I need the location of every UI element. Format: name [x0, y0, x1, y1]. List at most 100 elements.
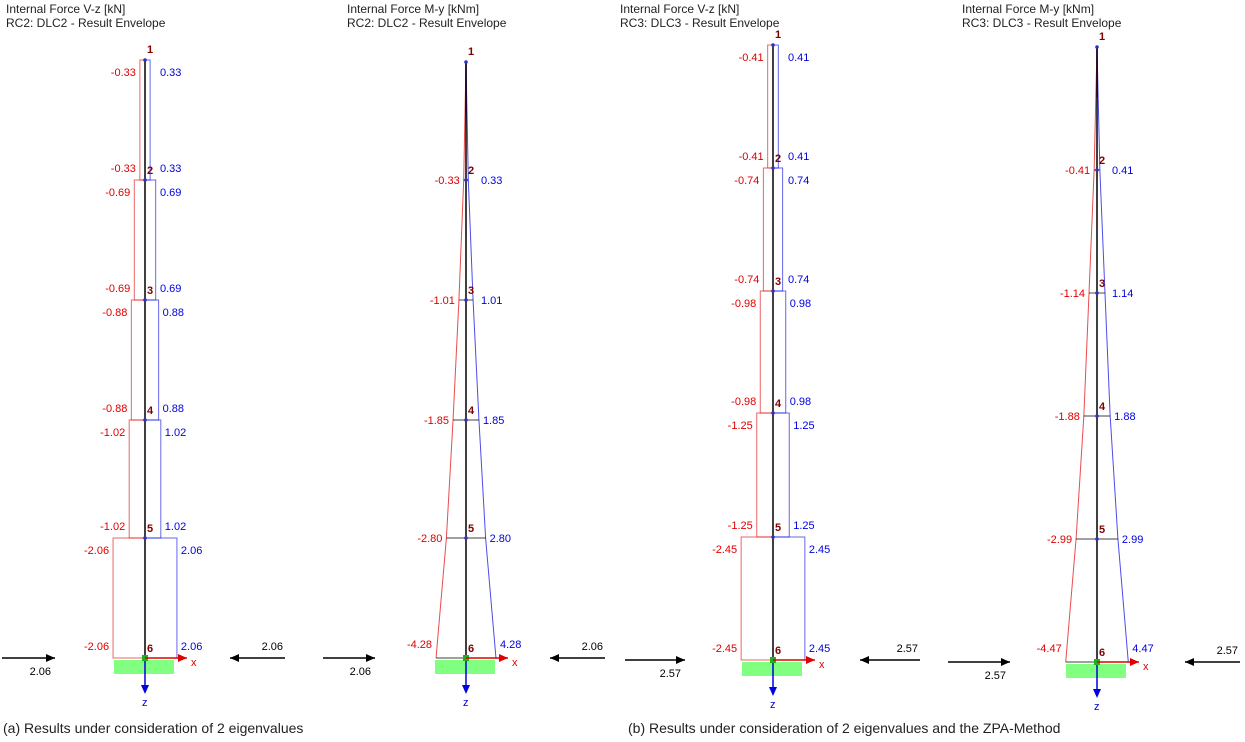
negative-envelope [756, 412, 773, 538]
z-axis-label: z [463, 697, 469, 709]
node-point [143, 298, 147, 302]
node-point [1095, 414, 1099, 418]
node-point [143, 58, 147, 62]
negative-envelope [767, 44, 773, 169]
reaction-arrow-right [550, 654, 605, 662]
value-label-negative: -0.41 [739, 52, 764, 64]
positive-envelope [773, 44, 779, 169]
value-label-positive: 0.33 [160, 67, 181, 79]
node-point [464, 418, 468, 422]
x-axis-label: x [1143, 661, 1149, 673]
negative-envelope [128, 419, 145, 539]
value-label-positive: 2.06 [181, 641, 202, 653]
positive-envelope [773, 412, 790, 538]
value-label-positive: 4.47 [1132, 643, 1153, 655]
node-point [771, 166, 775, 170]
value-label-positive: 0.98 [790, 396, 811, 408]
arrow-head [1185, 658, 1194, 666]
node-label: 4 [775, 398, 782, 410]
negative-envelope [1065, 46, 1098, 663]
node-label: 1 [147, 44, 153, 56]
value-label-positive: 0.41 [1112, 165, 1133, 177]
reaction-value-left: 2.57 [985, 670, 1006, 682]
positive-envelope [773, 167, 784, 292]
node-point [771, 43, 775, 47]
reaction-value-left: 2.57 [660, 668, 681, 680]
node-point [464, 178, 468, 182]
value-label-positive: 0.33 [481, 175, 502, 187]
arrow-head [230, 654, 239, 662]
value-label-negative: -0.69 [105, 187, 130, 199]
value-label-negative: -0.74 [734, 175, 759, 187]
z-axis-label: z [770, 699, 776, 711]
x-axis-label: x [512, 657, 518, 669]
value-label-negative: -2.99 [1047, 534, 1072, 546]
node-point [1095, 45, 1099, 49]
node-point [143, 178, 147, 182]
value-label-positive: 0.33 [160, 163, 181, 175]
value-label-negative: -1.02 [100, 427, 125, 439]
subtitle-line: RC3: DLC3 - Result Envelope [962, 16, 1122, 30]
node-label: 2 [147, 165, 153, 177]
z-axis-label: z [142, 697, 148, 709]
value-label-negative: -1.85 [424, 415, 449, 427]
x-axis-arrow [1097, 658, 1139, 666]
caption-a: (a) Results under consideration of 2 eig… [3, 720, 304, 736]
reaction-value-right: 2.06 [582, 641, 603, 653]
reaction-value-left: 2.06 [350, 666, 371, 678]
reaction-arrow-left [2, 654, 55, 662]
title-line: Internal Force V-z [kN] [620, 2, 740, 16]
value-label-positive: 1.02 [165, 427, 186, 439]
value-label-negative: -2.06 [84, 545, 109, 557]
support [114, 660, 174, 674]
value-label-positive: 1.25 [793, 420, 814, 432]
reaction-value-right: 2.06 [262, 641, 283, 653]
panel-1 [112, 58, 178, 694]
support [435, 660, 495, 674]
subtitle-line: RC2: DLC2 - Result Envelope [6, 16, 166, 30]
value-label-negative: -1.88 [1055, 411, 1080, 423]
z-axis-head [462, 685, 470, 694]
x-axis-arrow [145, 654, 187, 662]
value-label-positive: 0.41 [788, 52, 809, 64]
arrow-head [806, 656, 815, 664]
reaction-arrow-right [230, 654, 285, 662]
arrow-head [676, 656, 685, 664]
panel-3-title: Internal Force V-z [kN] RC3: DLC3 - Resul… [620, 2, 779, 30]
value-label-positive: 2.80 [490, 533, 511, 545]
value-label-positive: 0.41 [788, 151, 809, 163]
value-label-negative: -1.01 [430, 295, 455, 307]
value-label-positive: 2.45 [809, 544, 830, 556]
node-label: 4 [147, 405, 154, 417]
value-label-positive: 2.99 [1122, 534, 1143, 546]
subtitle-line: RC2: DLC2 - Result Envelope [347, 16, 507, 30]
reaction-arrow-left [948, 658, 1010, 666]
positive-envelope [773, 536, 806, 661]
value-label-negative: -0.33 [111, 163, 136, 175]
positive-envelope [145, 419, 162, 539]
z-axis-head [1093, 689, 1101, 698]
value-label-negative: -0.88 [102, 403, 127, 415]
value-label-negative: -1.25 [728, 420, 753, 432]
node-label: 4 [468, 405, 475, 417]
value-label-negative: -0.41 [1065, 165, 1090, 177]
node-point [464, 298, 468, 302]
node-label: 5 [1099, 524, 1105, 536]
subtitle-line: RC3: DLC3 - Result Envelope [620, 16, 780, 30]
caption-b: (b) Results under consideration of 2 eig… [628, 720, 1061, 736]
panel-2 [435, 60, 497, 694]
arrow-head [860, 656, 869, 664]
value-label-negative: -2.06 [84, 641, 109, 653]
support [742, 662, 802, 676]
positive-envelope [1096, 46, 1129, 663]
reaction-arrow-right [860, 656, 920, 664]
value-label-negative: -2.45 [712, 544, 737, 556]
node-label: 1 [468, 46, 474, 58]
value-label-positive: 0.74 [788, 175, 809, 187]
node-label: 6 [1099, 647, 1105, 659]
value-label-negative: -1.14 [1060, 288, 1085, 300]
value-label-negative: -0.33 [111, 67, 136, 79]
node-label: 5 [775, 522, 781, 534]
positive-envelope [145, 537, 178, 659]
